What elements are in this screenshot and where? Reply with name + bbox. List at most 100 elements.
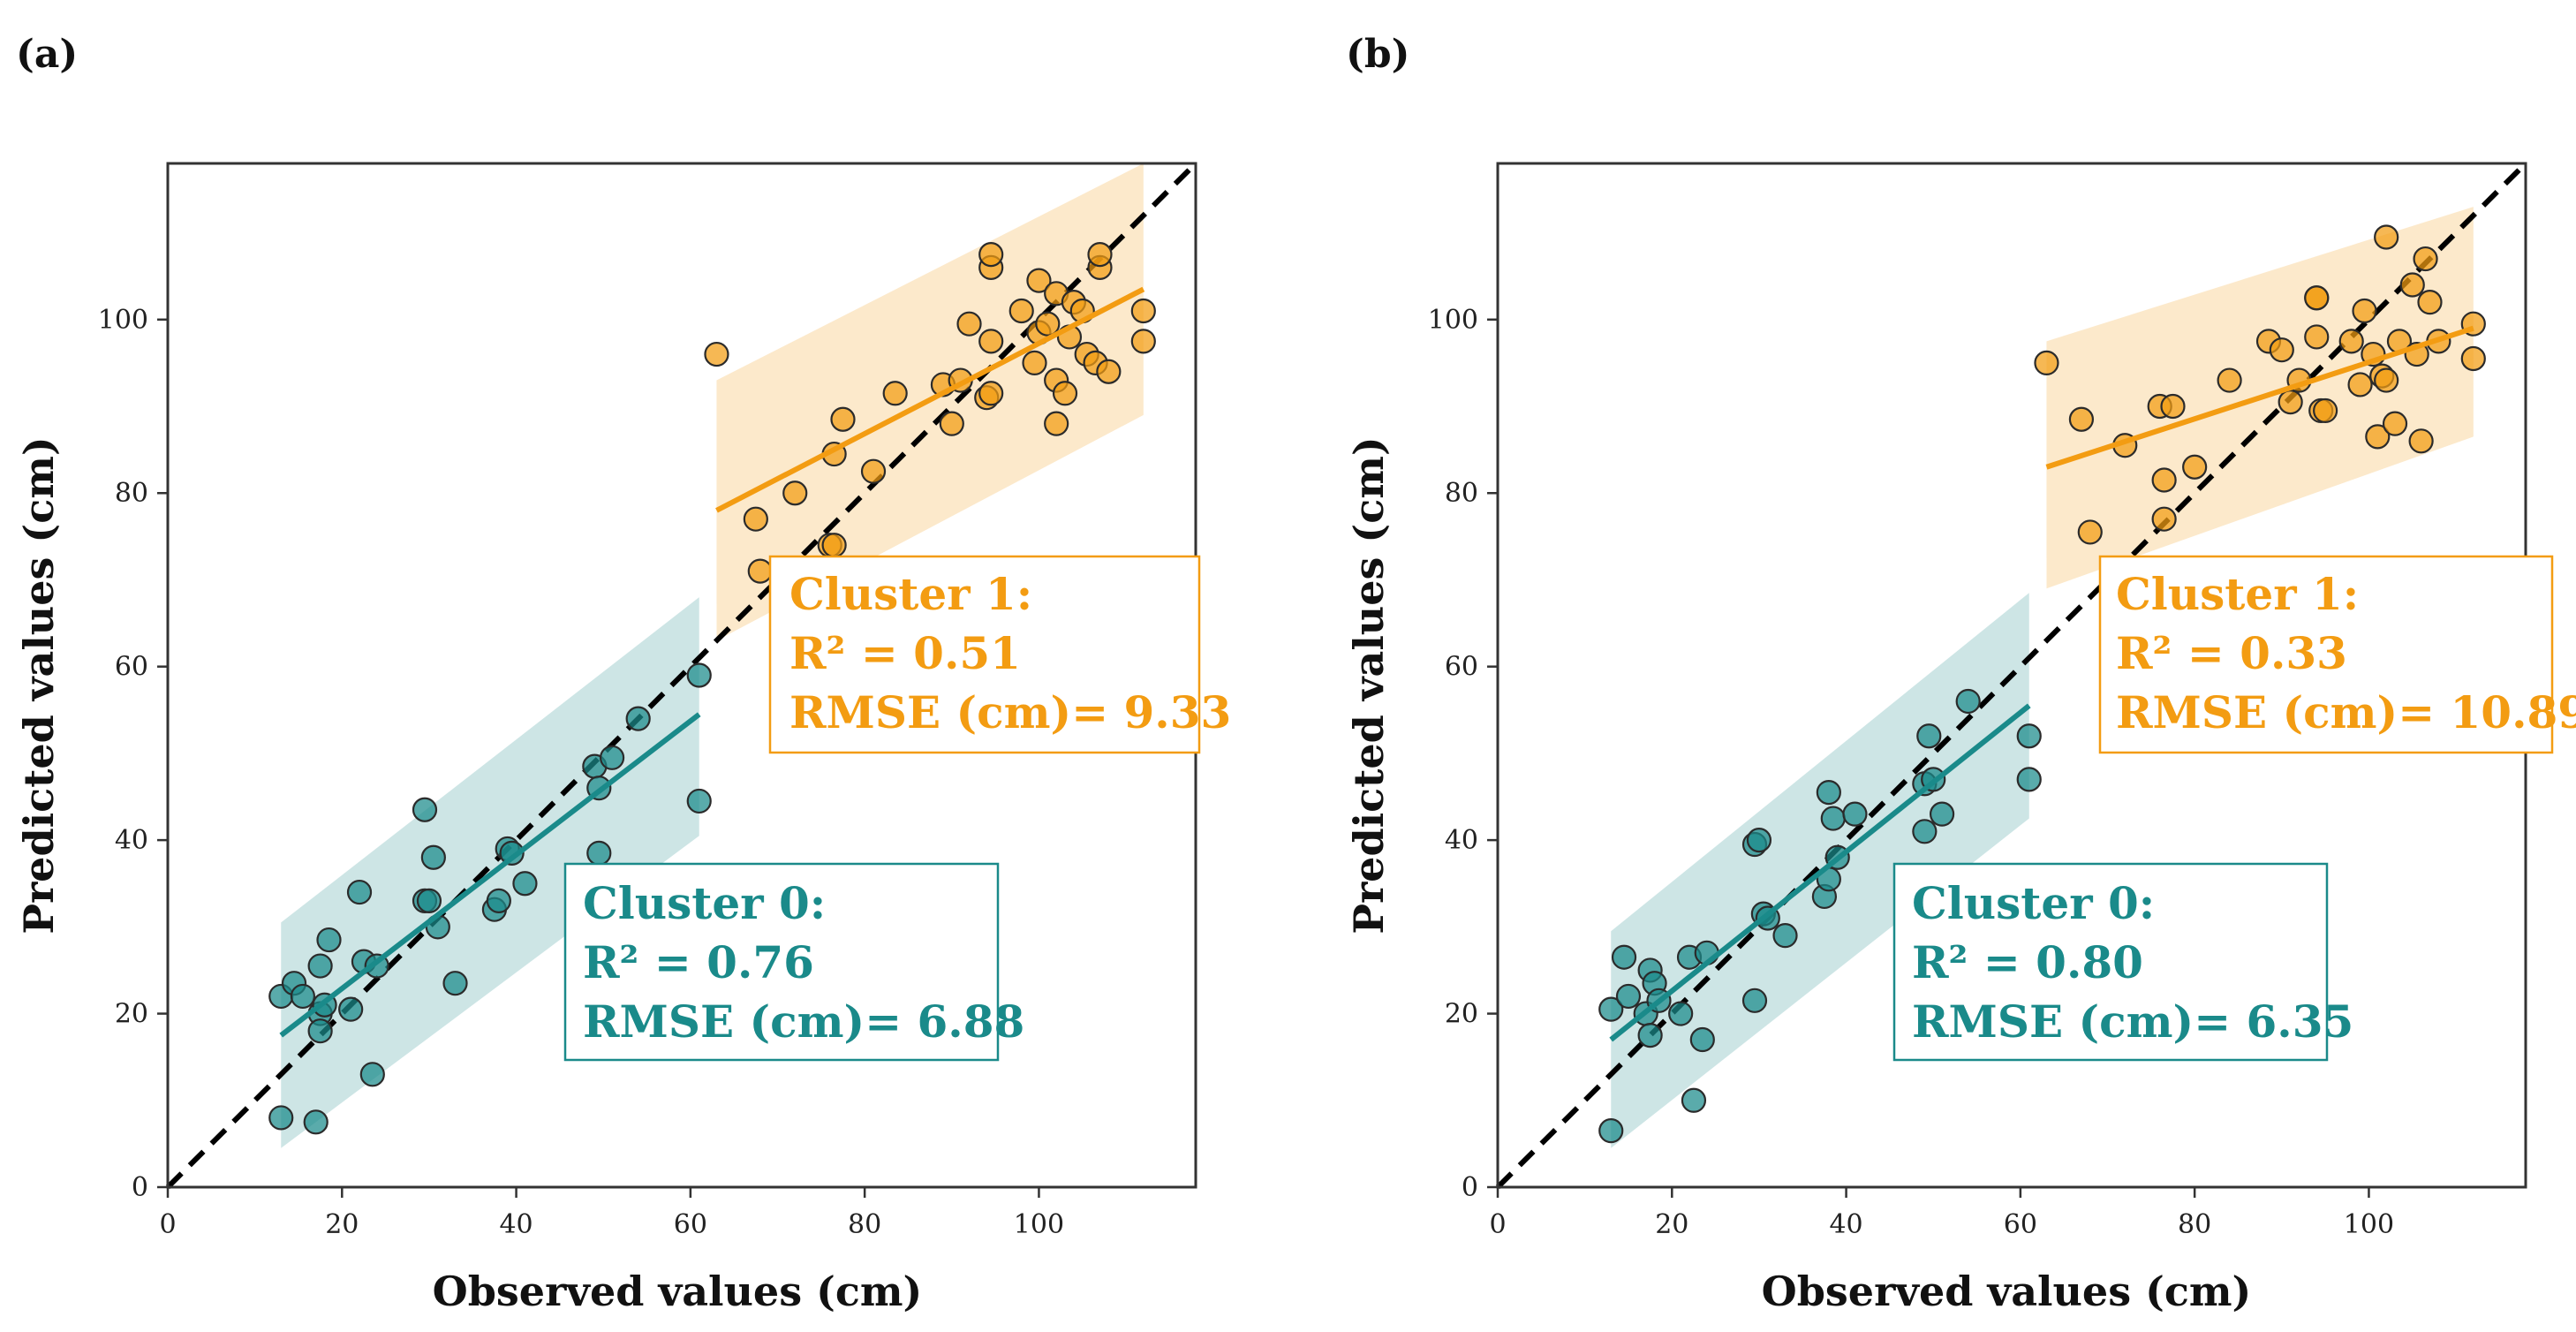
data-point-cluster-0 [1598, 1118, 1624, 1144]
stats-title: Cluster 1: [2116, 568, 2359, 620]
panel-b: (b) 0 20 40 60 80 100 0 20 40 60 80 100 Cluster 1: … [1345, 32, 2576, 1315]
data-point-cluster-1 [821, 533, 847, 558]
x-tick-label: 20 [325, 1209, 359, 1240]
stats-box-cluster-1-b: Cluster 1: R² = 0.33 RMSE (cm)= 10.89 [2098, 555, 2576, 754]
stats-box-frame [563, 862, 1000, 1062]
data-point-cluster-0 [1916, 723, 1942, 749]
data-point-cluster-0 [1598, 996, 1624, 1022]
data-point-cluster-1 [2365, 424, 2391, 450]
data-point-cluster-1 [956, 311, 982, 337]
data-point-cluster-1 [1026, 268, 1052, 293]
data-point-cluster-1 [2068, 406, 2095, 432]
data-point-cluster-0 [1912, 819, 1938, 844]
data-point-cluster-0 [1615, 983, 1642, 1010]
x-tick-label: 40 [1829, 1209, 1862, 1240]
data-point-cluster-0 [303, 1109, 329, 1135]
data-point-cluster-1 [2417, 290, 2443, 315]
data-point-cluster-1 [939, 411, 964, 436]
data-point-cluster-1 [2034, 350, 2059, 376]
y-tick-label: 100 [1428, 305, 1478, 336]
panel-a: (a) 0 20 40 60 80 100 0 20 40 60 80 100 Cluster 1: … [15, 32, 1231, 1315]
data-point-cluster-1 [704, 341, 729, 367]
data-point-cluster-1 [860, 458, 887, 484]
data-point-cluster-0 [338, 996, 364, 1022]
data-point-cluster-1 [1044, 411, 1069, 436]
y-tick-label: 80 [115, 478, 148, 509]
data-point-cluster-0 [1611, 944, 1637, 970]
stats-rmse: RMSE (cm)= 10.89 [2116, 686, 2576, 738]
data-point-cluster-0 [1955, 688, 1981, 715]
x-tick-label: 0 [1489, 1209, 1506, 1240]
panel-label-a: (a) [16, 32, 78, 77]
data-point-cluster-1 [2408, 428, 2434, 454]
fit-line-cluster-0 [279, 712, 701, 1038]
data-point-cluster-0 [2016, 723, 2042, 749]
data-point-cluster-1 [2217, 367, 2242, 393]
stats-rmse: RMSE (cm)= 9.33 [789, 686, 1231, 738]
data-point-cluster-0 [686, 788, 712, 814]
data-point-cluster-0 [416, 888, 442, 913]
data-point-cluster-1 [1022, 350, 1047, 376]
stats-box-frame [1892, 862, 2329, 1062]
stats-rmse: RMSE (cm)= 6.88 [583, 995, 1024, 1048]
data-point-cluster-0 [512, 871, 538, 897]
x-axis-title-b: Observed values (cm) [1762, 1268, 2252, 1315]
data-point-cluster-1 [1087, 242, 1113, 268]
fit-line-cluster-1 [715, 286, 1145, 513]
data-point-cluster-1 [2413, 246, 2438, 272]
data-point-cluster-1 [978, 329, 1004, 354]
data-point-cluster-1 [1008, 298, 1034, 324]
x-tick-label: 20 [1655, 1209, 1688, 1240]
stats-title: Cluster 1: [789, 568, 1032, 620]
data-point-cluster-0 [412, 797, 438, 822]
data-point-cluster-0 [316, 927, 342, 953]
data-point-cluster-0 [346, 879, 373, 905]
data-point-cluster-0 [307, 1018, 333, 1044]
fit-line-cluster-0 [1609, 703, 2031, 1042]
x-tick-label: 40 [499, 1209, 533, 1240]
data-point-cluster-0 [2016, 767, 2042, 792]
stats-rmse: RMSE (cm)= 6.35 [1912, 995, 2353, 1048]
data-point-cluster-0 [420, 844, 446, 870]
data-point-cluster-0 [1637, 1023, 1663, 1048]
data-point-cluster-1 [2374, 367, 2399, 393]
data-point-cluster-1 [2399, 272, 2425, 298]
y-tick-label: 0 [1462, 1172, 1478, 1203]
identity-line [165, 161, 1198, 1190]
data-point-cluster-1 [830, 406, 856, 432]
y-axis-title-b: Predicted values (cm) [1345, 436, 1393, 934]
data-point-cluster-1 [1035, 311, 1061, 337]
y-tick-label: 100 [98, 305, 148, 336]
data-point-cluster-1 [782, 481, 808, 506]
data-point-cluster-1 [2151, 467, 2177, 493]
x-axis-title-a: Observed values (cm) [433, 1268, 923, 1315]
fit-line-cluster-1 [2045, 325, 2474, 470]
data-point-cluster-1 [2269, 337, 2294, 363]
y-tick-label: 80 [1445, 478, 1478, 509]
data-point-cluster-0 [1929, 801, 1955, 827]
stats-r2: R² = 0.80 [1912, 936, 2143, 988]
x-tick-label: 60 [2004, 1209, 2037, 1240]
y-tick-label: 0 [132, 1172, 148, 1203]
data-point-cluster-1 [2077, 519, 2103, 545]
data-point-cluster-0 [359, 1062, 385, 1087]
plot-area-b: 0 20 40 60 80 100 0 20 40 60 80 100 [1428, 161, 2528, 1240]
data-point-cluster-0 [1689, 1026, 1715, 1053]
data-point-cluster-0 [442, 971, 468, 996]
data-point-cluster-1 [2182, 454, 2208, 480]
data-point-cluster-1 [2304, 285, 2330, 311]
stats-box-frame [2098, 555, 2554, 754]
stats-box-cluster-1-a: Cluster 1: R² = 0.51 RMSE (cm)= 9.33 [768, 555, 1231, 754]
data-point-cluster-1 [2382, 411, 2408, 436]
data-point-cluster-1 [2347, 372, 2373, 397]
data-point-cluster-1 [2374, 224, 2399, 250]
data-point-cluster-0 [290, 983, 315, 1010]
data-point-cluster-1 [1052, 381, 1078, 406]
data-point-cluster-0 [268, 1105, 294, 1131]
data-point-cluster-1 [2160, 393, 2186, 420]
data-point-cluster-1 [2151, 506, 2177, 532]
data-point-cluster-1 [2313, 397, 2338, 424]
data-point-cluster-1 [1130, 298, 1156, 324]
stats-r2: R² = 0.33 [2116, 627, 2347, 679]
